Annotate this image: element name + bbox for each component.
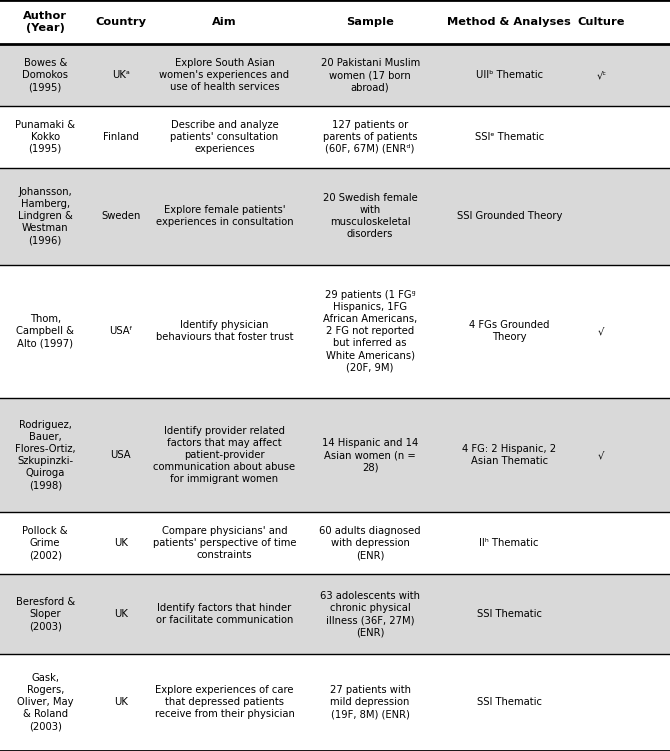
Bar (0, 168, 670, 265)
Text: USAᶠ: USAᶠ (109, 327, 133, 336)
Text: Aim: Aim (212, 17, 237, 27)
Bar (0, 106, 670, 168)
Text: UIIᵇ Thematic: UIIᵇ Thematic (476, 70, 543, 80)
Text: Beresford &
Sloper
(2003): Beresford & Sloper (2003) (15, 597, 75, 631)
Text: UKᵃ: UKᵃ (112, 70, 129, 80)
Bar (0, 0, 670, 44)
Text: 20 Swedish female
with
musculoskeletal
disorders: 20 Swedish female with musculoskeletal d… (323, 194, 417, 240)
Text: Culture: Culture (578, 17, 625, 27)
Text: Pollock &
Grime
(2002): Pollock & Grime (2002) (22, 526, 68, 560)
Text: USA: USA (111, 450, 131, 460)
Text: Rodriguez,
Bauer,
Flores-Ortiz,
Szkupinzki-
Quiroga
(1998): Rodriguez, Bauer, Flores-Ortiz, Szkupinz… (15, 420, 76, 490)
Text: Identify factors that hinder
or facilitate communication: Identify factors that hinder or facilita… (155, 603, 293, 625)
Text: √ᶜ: √ᶜ (596, 70, 606, 80)
Text: Identify provider related
factors that may affect
patient-provider
communication: Identify provider related factors that m… (153, 426, 295, 484)
Text: Explore South Asian
women's experiences and
use of health services: Explore South Asian women's experiences … (159, 58, 289, 92)
Bar (0, 654, 670, 751)
Text: Explore experiences of care
that depressed patients
receive from their physician: Explore experiences of care that depress… (155, 686, 294, 719)
Bar (0, 44, 670, 106)
Text: 60 adults diagnosed
with depression
(ENR): 60 adults diagnosed with depression (ENR… (320, 526, 421, 560)
Bar (0, 512, 670, 575)
Text: 127 patients or
parents of patients
(60F, 67M) (ENRᵈ): 127 patients or parents of patients (60F… (323, 120, 417, 154)
Text: UK: UK (114, 698, 127, 707)
Text: SSIᵉ Thematic: SSIᵉ Thematic (474, 132, 544, 142)
Text: Sweden: Sweden (101, 212, 140, 222)
Text: 4 FG: 2 Hispanic, 2
Asian Thematic: 4 FG: 2 Hispanic, 2 Asian Thematic (462, 444, 556, 466)
Text: UK: UK (114, 538, 127, 548)
Text: Thom,
Campbell &
Alto (1997): Thom, Campbell & Alto (1997) (16, 315, 74, 348)
Text: Author
(Year): Author (Year) (23, 11, 67, 33)
Bar (0, 575, 670, 654)
Text: Identify physician
behaviours that foster trust: Identify physician behaviours that foste… (155, 321, 293, 342)
Text: IIʰ Thematic: IIʰ Thematic (480, 538, 539, 548)
Bar (0, 397, 670, 512)
Text: Country: Country (95, 17, 146, 27)
Text: SSI Thematic: SSI Thematic (476, 609, 542, 619)
Text: 27 patients with
mild depression
(19F, 8M) (ENR): 27 patients with mild depression (19F, 8… (330, 686, 411, 719)
Text: Explore female patients'
experiences in consultation: Explore female patients' experiences in … (155, 206, 293, 228)
Text: √: √ (598, 327, 604, 336)
Text: Describe and analyze
patients' consultation
experiences: Describe and analyze patients' consultat… (170, 120, 279, 154)
Text: Method & Analyses: Method & Analyses (448, 17, 571, 27)
Bar (0, 265, 670, 397)
Text: Gask,
Rogers,
Oliver, May
& Roland
(2003): Gask, Rogers, Oliver, May & Roland (2003… (17, 674, 74, 731)
Text: √: √ (598, 450, 604, 460)
Text: Finland: Finland (103, 132, 139, 142)
Text: SSI Thematic: SSI Thematic (476, 698, 542, 707)
Text: 63 adolescents with
chronic physical
illness (36F, 27M)
(ENR): 63 adolescents with chronic physical ill… (320, 591, 420, 637)
Text: UK: UK (114, 609, 127, 619)
Text: SSI Grounded Theory: SSI Grounded Theory (456, 212, 562, 222)
Text: 20 Pakistani Muslim
women (17 born
abroad): 20 Pakistani Muslim women (17 born abroa… (320, 58, 420, 92)
Text: 4 FGs Grounded
Theory: 4 FGs Grounded Theory (469, 321, 549, 342)
Text: Sample: Sample (346, 17, 394, 27)
Text: Compare physicians' and
patients' perspective of time
constraints: Compare physicians' and patients' perspe… (153, 526, 296, 560)
Text: Bowes &
Domokos
(1995): Bowes & Domokos (1995) (22, 58, 68, 92)
Text: Punamaki &
Kokko
(1995): Punamaki & Kokko (1995) (15, 120, 75, 154)
Text: 29 patients (1 FGᵍ
Hispanics, 1FG
African Americans,
2 FG not reported
but infer: 29 patients (1 FGᵍ Hispanics, 1FG Africa… (323, 291, 417, 372)
Text: 14 Hispanic and 14
Asian women (n =
28): 14 Hispanic and 14 Asian women (n = 28) (322, 438, 418, 472)
Text: Johansson,
Hamberg,
Lindgren &
Westman
(1996): Johansson, Hamberg, Lindgren & Westman (… (18, 188, 72, 246)
